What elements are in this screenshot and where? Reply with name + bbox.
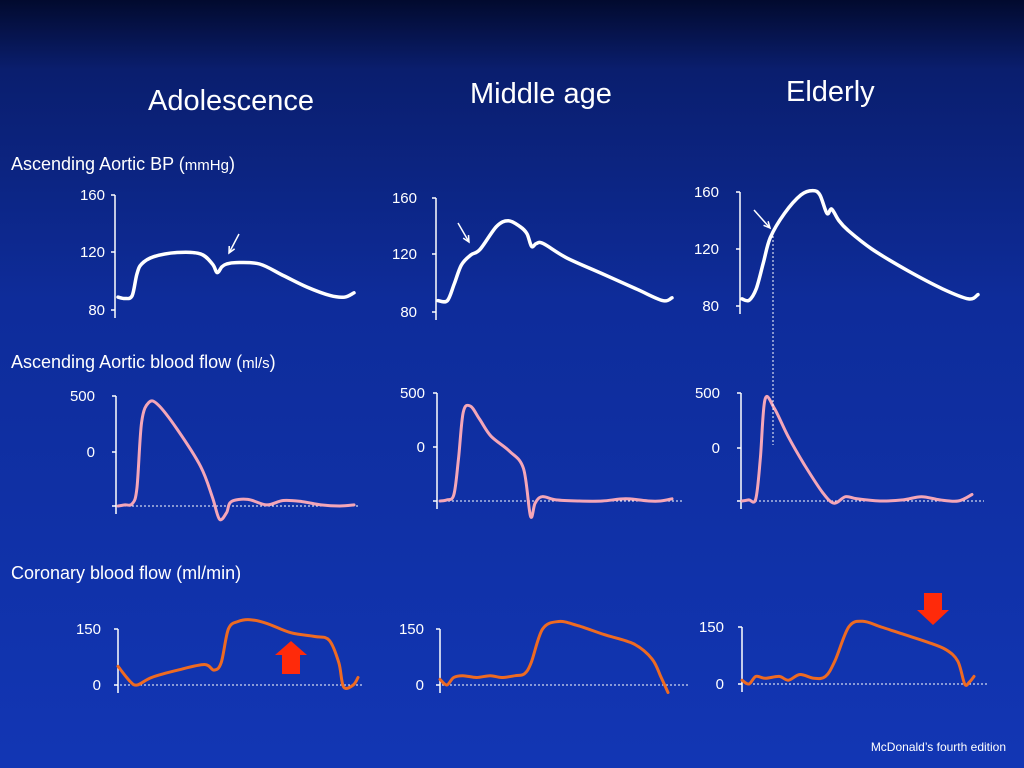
- column-title-middle-age: Middle age: [470, 78, 612, 110]
- y-tick-label-coronary-adolescence-0: 150: [76, 621, 101, 638]
- arrow-shaft-adolescence: [228, 233, 240, 254]
- section-label-flow: Ascending Aortic blood flow (ml/s): [11, 352, 276, 373]
- section-label-bp-text: Ascending Aortic BP (: [11, 154, 185, 174]
- section-label-bp-unit: mmHg: [184, 157, 229, 174]
- series-line-flow-elderly: [740, 394, 974, 505]
- series-line-bp-adolescence: [116, 250, 356, 301]
- y-tick-label-bp-middle-age-1: 120: [392, 246, 417, 263]
- arrow-head-middle-age: [462, 234, 470, 244]
- y-tick-label-coronary-elderly-0: 150: [699, 619, 724, 636]
- y-tick-label-bp-adolescence-1: 120: [80, 244, 105, 261]
- y-tick-label-flow-adolescence-0: 500: [70, 388, 95, 405]
- series-line-flow-middle-age: [438, 403, 674, 519]
- y-tick-label-flow-elderly-0: 500: [695, 385, 720, 402]
- arrow-head-adolescence: [228, 245, 236, 255]
- y-tick-label-flow-middle-age-0: 500: [400, 385, 425, 402]
- column-title-adolescence: Adolescence: [148, 85, 315, 117]
- arrow-shaft-elderly: [753, 209, 771, 229]
- series-line-bp-elderly: [740, 188, 980, 303]
- block-arrow-up-adolescence: [275, 641, 307, 674]
- arrow-shaft-middle-age: [457, 222, 470, 243]
- y-tick-label-bp-elderly-2: 80: [702, 298, 719, 315]
- y-tick-label-coronary-middle-age-1: 0: [416, 677, 424, 694]
- series-line-coronary-adolescence: [116, 618, 360, 690]
- section-label-flow-text: Ascending Aortic blood flow (: [11, 352, 243, 372]
- section-label-bp-close: ): [228, 154, 235, 174]
- section-label-flow-close: ): [269, 352, 276, 372]
- y-tick-label-bp-middle-age-0: 160: [392, 190, 417, 207]
- column-title-elderly: Elderly: [786, 76, 875, 108]
- arrow-head-elderly: [763, 221, 772, 230]
- y-tick-label-coronary-adolescence-1: 0: [93, 677, 101, 694]
- y-tick-label-coronary-elderly-1: 0: [716, 676, 724, 693]
- y-tick-label-bp-elderly-1: 120: [694, 241, 719, 258]
- source-citation: McDonald’s fourth edition: [870, 740, 1006, 754]
- series-line-flow-adolescence: [116, 399, 356, 522]
- section-label-flow-unit: ml/s: [242, 355, 270, 372]
- series-line-bp-middle-age: [436, 219, 674, 304]
- y-tick-label-bp-middle-age-2: 80: [400, 304, 417, 321]
- section-label-bp: Ascending Aortic BP (mmHg): [11, 154, 235, 175]
- series-line-coronary-elderly: [740, 619, 976, 687]
- series-line-coronary-middle-age: [438, 619, 670, 694]
- y-tick-label-flow-elderly-1: 0: [712, 440, 720, 457]
- block-arrow-down-elderly: [917, 593, 949, 625]
- y-tick-label-bp-adolescence-0: 160: [80, 187, 105, 204]
- y-tick-label-bp-adolescence-2: 80: [88, 302, 105, 319]
- y-tick-label-bp-elderly-0: 160: [694, 184, 719, 201]
- y-tick-label-coronary-middle-age-0: 150: [399, 621, 424, 638]
- y-tick-label-flow-middle-age-1: 0: [417, 439, 425, 456]
- y-tick-label-flow-adolescence-1: 0: [87, 444, 95, 461]
- section-label-coronary: Coronary blood flow (ml/min): [11, 563, 242, 583]
